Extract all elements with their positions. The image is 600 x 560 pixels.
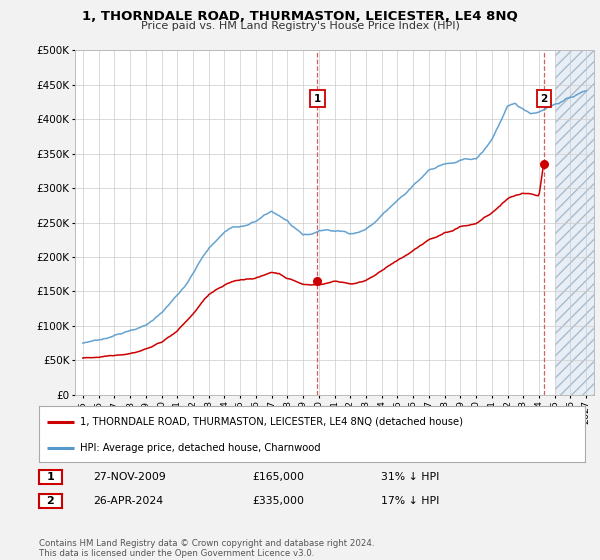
Bar (554, 50, 594, 395)
Text: 2: 2 (47, 496, 54, 506)
Text: Price paid vs. HM Land Registry's House Price Index (HPI): Price paid vs. HM Land Registry's House … (140, 21, 460, 31)
Text: 26-APR-2024: 26-APR-2024 (93, 496, 163, 506)
Text: 1, THORNDALE ROAD, THURMASTON, LEICESTER, LE4 8NQ: 1, THORNDALE ROAD, THURMASTON, LEICESTER… (82, 10, 518, 23)
Text: £335,000: £335,000 (252, 496, 304, 506)
Text: Contains HM Land Registry data © Crown copyright and database right 2024.
This d: Contains HM Land Registry data © Crown c… (39, 539, 374, 558)
Text: 1, THORNDALE ROAD, THURMASTON, LEICESTER, LE4 8NQ (detached house): 1, THORNDALE ROAD, THURMASTON, LEICESTER… (80, 417, 463, 427)
Text: 27-NOV-2009: 27-NOV-2009 (93, 472, 166, 482)
Text: 2: 2 (541, 94, 548, 104)
Text: HPI: Average price, detached house, Charnwood: HPI: Average price, detached house, Char… (80, 443, 320, 453)
Text: 1: 1 (47, 472, 54, 482)
Text: 17% ↓ HPI: 17% ↓ HPI (381, 496, 439, 506)
Text: £165,000: £165,000 (252, 472, 304, 482)
Text: 31% ↓ HPI: 31% ↓ HPI (381, 472, 439, 482)
Text: 1: 1 (314, 94, 321, 104)
